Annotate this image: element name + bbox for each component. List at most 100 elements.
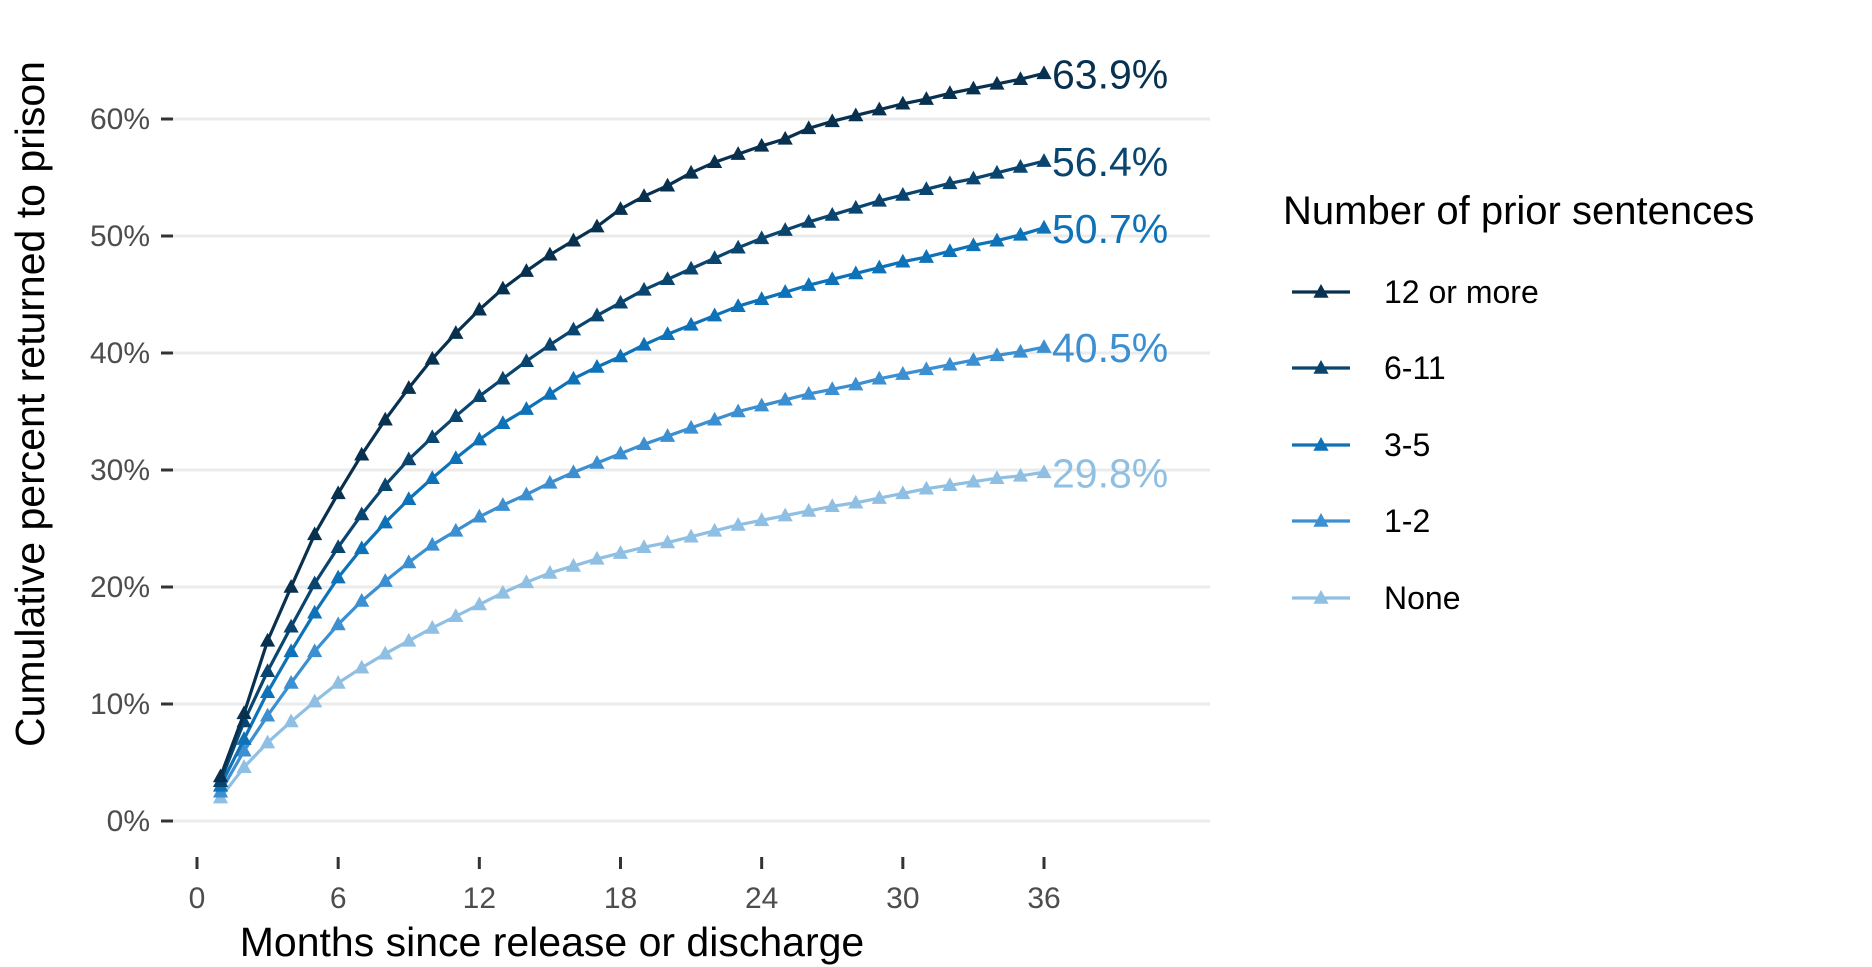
data-point <box>801 213 817 228</box>
data-point <box>330 674 346 689</box>
data-point <box>495 497 511 511</box>
x-axis-title: Months since release or discharge <box>240 919 864 965</box>
data-point <box>283 713 299 728</box>
data-point <box>401 380 417 394</box>
data-point <box>895 95 911 110</box>
data-point <box>777 507 793 522</box>
data-point <box>1012 71 1029 85</box>
data-point <box>636 539 652 553</box>
data-point <box>754 512 770 527</box>
data-point <box>918 480 934 495</box>
y-tick-label: 20% <box>90 571 150 604</box>
data-point <box>942 243 958 257</box>
data-point <box>330 569 346 584</box>
data-point <box>1012 343 1029 358</box>
data-point <box>801 385 817 400</box>
y-tick-label: 10% <box>90 688 150 721</box>
data-point <box>801 502 817 517</box>
data-point <box>401 632 417 647</box>
data-point <box>259 734 276 749</box>
data-point <box>565 232 582 247</box>
legend-item: None <box>1292 580 1461 616</box>
data-point <box>659 534 676 549</box>
y-tick-label: 30% <box>90 454 150 487</box>
gridlines <box>173 117 1210 823</box>
end-value-label: 63.9% <box>1052 51 1168 97</box>
data-point <box>989 164 1005 179</box>
data-point <box>965 473 982 488</box>
data-point <box>754 291 770 305</box>
data-point <box>989 347 1005 362</box>
data-point <box>965 237 982 252</box>
data-point <box>354 506 370 521</box>
data-point <box>448 522 464 537</box>
data-point <box>424 429 440 443</box>
data-point <box>848 265 864 280</box>
y-tick-label: 60% <box>90 103 150 136</box>
data-point <box>871 490 887 504</box>
data-point <box>518 263 534 277</box>
data-point <box>824 206 840 221</box>
data-point <box>942 356 958 371</box>
data-point <box>612 201 629 215</box>
data-point <box>471 508 487 523</box>
data-point <box>612 545 629 559</box>
data-point <box>871 259 887 274</box>
data-point <box>565 557 582 572</box>
data-point <box>777 130 793 145</box>
data-point <box>495 415 511 429</box>
data-point <box>824 498 840 513</box>
data-point <box>942 477 958 491</box>
data-point <box>848 107 864 122</box>
data-point <box>259 663 276 677</box>
data-point <box>683 260 699 275</box>
data-point <box>589 359 605 373</box>
legend-label: 12 or more <box>1384 274 1539 310</box>
series-3 <box>212 339 1052 798</box>
data-point <box>589 454 605 469</box>
data-point <box>801 120 817 135</box>
data-point <box>636 336 652 351</box>
data-point <box>542 336 558 351</box>
legend-item: 1-2 <box>1292 503 1430 539</box>
data-point <box>730 146 746 160</box>
data-point <box>801 277 817 291</box>
plot-area: 29.8% 40.5% 50.7% 56.4% 63.9% <box>173 51 1210 823</box>
data-point <box>424 470 440 484</box>
data-point <box>236 705 252 720</box>
series-4 <box>212 464 1052 804</box>
data-point <box>307 643 323 658</box>
data-point <box>659 177 676 192</box>
data-point <box>471 431 487 446</box>
data-point <box>730 403 746 418</box>
data-point <box>448 608 464 623</box>
data-point <box>377 573 393 587</box>
data-point <box>589 218 605 233</box>
legend-item: 3-5 <box>1292 427 1430 463</box>
legend-swatch-marker <box>1313 513 1329 527</box>
data-point <box>471 301 487 316</box>
data-point <box>236 742 252 757</box>
legend-label: None <box>1384 580 1461 616</box>
data-point <box>471 596 487 611</box>
data-point <box>307 526 323 541</box>
data-point <box>565 464 582 479</box>
data-point <box>895 187 911 201</box>
data-point <box>283 674 299 689</box>
y-tick-label: 40% <box>90 337 150 370</box>
data-point <box>542 246 558 261</box>
data-point <box>448 450 464 465</box>
series-layer <box>212 65 1052 804</box>
x-tick-label: 24 <box>745 882 778 915</box>
x-tick-label: 36 <box>1027 882 1060 915</box>
series-line <box>219 470 1045 799</box>
legend-swatch-marker <box>1313 437 1329 451</box>
y-axis-title: Cumulative percent returned to prison <box>7 61 53 747</box>
data-point <box>236 731 252 745</box>
data-point <box>518 401 534 415</box>
data-point <box>707 250 723 264</box>
data-point <box>871 192 887 207</box>
legend-swatch-marker <box>1313 590 1329 604</box>
x-tick-label: 30 <box>886 882 919 915</box>
data-point <box>377 514 393 529</box>
